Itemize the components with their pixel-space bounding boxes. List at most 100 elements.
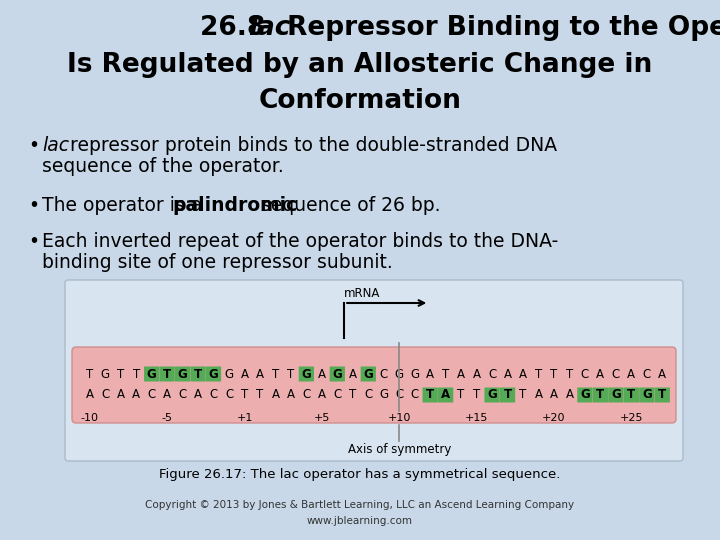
- Text: -5: -5: [161, 413, 173, 423]
- Text: T: T: [271, 368, 279, 381]
- Text: A: A: [163, 388, 171, 402]
- Text: +10: +10: [387, 413, 411, 423]
- Text: C: C: [148, 388, 156, 402]
- FancyBboxPatch shape: [593, 388, 608, 402]
- Text: G: G: [410, 368, 419, 381]
- Text: T: T: [163, 368, 171, 381]
- Text: T: T: [426, 388, 434, 402]
- FancyBboxPatch shape: [485, 388, 500, 402]
- Text: A: A: [658, 368, 666, 381]
- Text: +15: +15: [465, 413, 488, 423]
- Text: G: G: [101, 368, 109, 381]
- Text: C: C: [101, 388, 109, 402]
- Text: A: A: [86, 388, 94, 402]
- Text: G: G: [379, 388, 388, 402]
- Text: A: A: [519, 368, 527, 381]
- Text: A: A: [318, 368, 326, 381]
- Text: Is Regulated by an Allosteric Change in: Is Regulated by an Allosteric Change in: [68, 52, 652, 78]
- Text: G: G: [333, 368, 342, 381]
- Text: A: A: [117, 388, 125, 402]
- FancyBboxPatch shape: [423, 388, 438, 402]
- Text: C: C: [410, 388, 419, 402]
- FancyBboxPatch shape: [206, 367, 221, 381]
- Text: A: A: [132, 388, 140, 402]
- Text: lac: lac: [248, 15, 290, 41]
- Text: T: T: [596, 388, 604, 402]
- Text: T: T: [287, 368, 294, 381]
- Text: C: C: [488, 368, 496, 381]
- Text: G: G: [209, 368, 218, 381]
- Text: C: C: [379, 368, 388, 381]
- Text: Repressor Binding to the Operator: Repressor Binding to the Operator: [278, 15, 720, 41]
- Text: C: C: [302, 388, 310, 402]
- FancyBboxPatch shape: [361, 367, 376, 381]
- Text: T: T: [550, 368, 557, 381]
- Text: A: A: [596, 368, 604, 381]
- Text: Figure 26.17: The lac operator has a symmetrical sequence.: Figure 26.17: The lac operator has a sym…: [159, 468, 561, 481]
- Text: T: T: [442, 368, 449, 381]
- Text: sequence of the operator.: sequence of the operator.: [42, 157, 284, 176]
- Text: T: T: [627, 388, 635, 402]
- Text: 26.8: 26.8: [200, 15, 284, 41]
- Text: T: T: [535, 368, 542, 381]
- Text: T: T: [519, 388, 526, 402]
- FancyBboxPatch shape: [654, 388, 670, 402]
- Text: C: C: [364, 388, 372, 402]
- Text: G: G: [225, 368, 233, 381]
- FancyBboxPatch shape: [608, 388, 624, 402]
- Text: www.jblearning.com: www.jblearning.com: [307, 516, 413, 526]
- Text: mRNA: mRNA: [344, 287, 381, 300]
- Text: C: C: [643, 368, 651, 381]
- Text: T: T: [117, 368, 125, 381]
- Text: C: C: [210, 388, 217, 402]
- Text: G: G: [364, 368, 373, 381]
- Text: T: T: [503, 388, 512, 402]
- FancyBboxPatch shape: [160, 367, 175, 381]
- Text: G: G: [487, 388, 497, 402]
- Text: T: T: [566, 368, 573, 381]
- Text: •: •: [28, 136, 39, 155]
- Text: binding site of one repressor subunit.: binding site of one repressor subunit.: [42, 253, 392, 272]
- Text: A: A: [240, 368, 248, 381]
- Text: T: T: [349, 388, 356, 402]
- Text: Each inverted repeat of the operator binds to the DNA-: Each inverted repeat of the operator bin…: [42, 232, 558, 251]
- Text: Conformation: Conformation: [258, 88, 462, 114]
- Text: palindromic: palindromic: [172, 196, 297, 215]
- Text: A: A: [534, 388, 542, 402]
- Text: A: A: [426, 368, 434, 381]
- Text: G: G: [302, 368, 311, 381]
- Text: C: C: [179, 388, 186, 402]
- Text: A: A: [318, 388, 326, 402]
- Text: Axis of symmetry: Axis of symmetry: [348, 443, 451, 456]
- Text: A: A: [348, 368, 357, 381]
- FancyBboxPatch shape: [144, 367, 159, 381]
- Text: G: G: [580, 388, 590, 402]
- Text: G: G: [395, 368, 404, 381]
- Text: C: C: [581, 368, 589, 381]
- FancyBboxPatch shape: [65, 280, 683, 461]
- Text: G: G: [178, 368, 187, 381]
- Text: C: C: [333, 388, 341, 402]
- Text: A: A: [271, 388, 279, 402]
- FancyBboxPatch shape: [624, 388, 639, 402]
- Text: -10: -10: [81, 413, 99, 423]
- Text: repressor protein binds to the double-stranded DNA: repressor protein binds to the double-st…: [64, 136, 557, 155]
- FancyBboxPatch shape: [500, 388, 515, 402]
- FancyBboxPatch shape: [330, 367, 345, 381]
- Text: T: T: [473, 388, 480, 402]
- Text: A: A: [565, 388, 573, 402]
- Text: G: G: [611, 388, 621, 402]
- Text: T: T: [132, 368, 140, 381]
- FancyBboxPatch shape: [72, 347, 676, 423]
- FancyBboxPatch shape: [190, 367, 206, 381]
- Text: A: A: [472, 368, 480, 381]
- FancyBboxPatch shape: [175, 367, 190, 381]
- Text: •: •: [28, 196, 39, 215]
- Text: sequence of 26 bp.: sequence of 26 bp.: [255, 196, 441, 215]
- FancyBboxPatch shape: [577, 388, 593, 402]
- Text: T: T: [241, 388, 248, 402]
- Text: A: A: [441, 388, 450, 402]
- Text: T: T: [457, 388, 464, 402]
- Text: C: C: [395, 388, 403, 402]
- Text: A: A: [503, 368, 511, 381]
